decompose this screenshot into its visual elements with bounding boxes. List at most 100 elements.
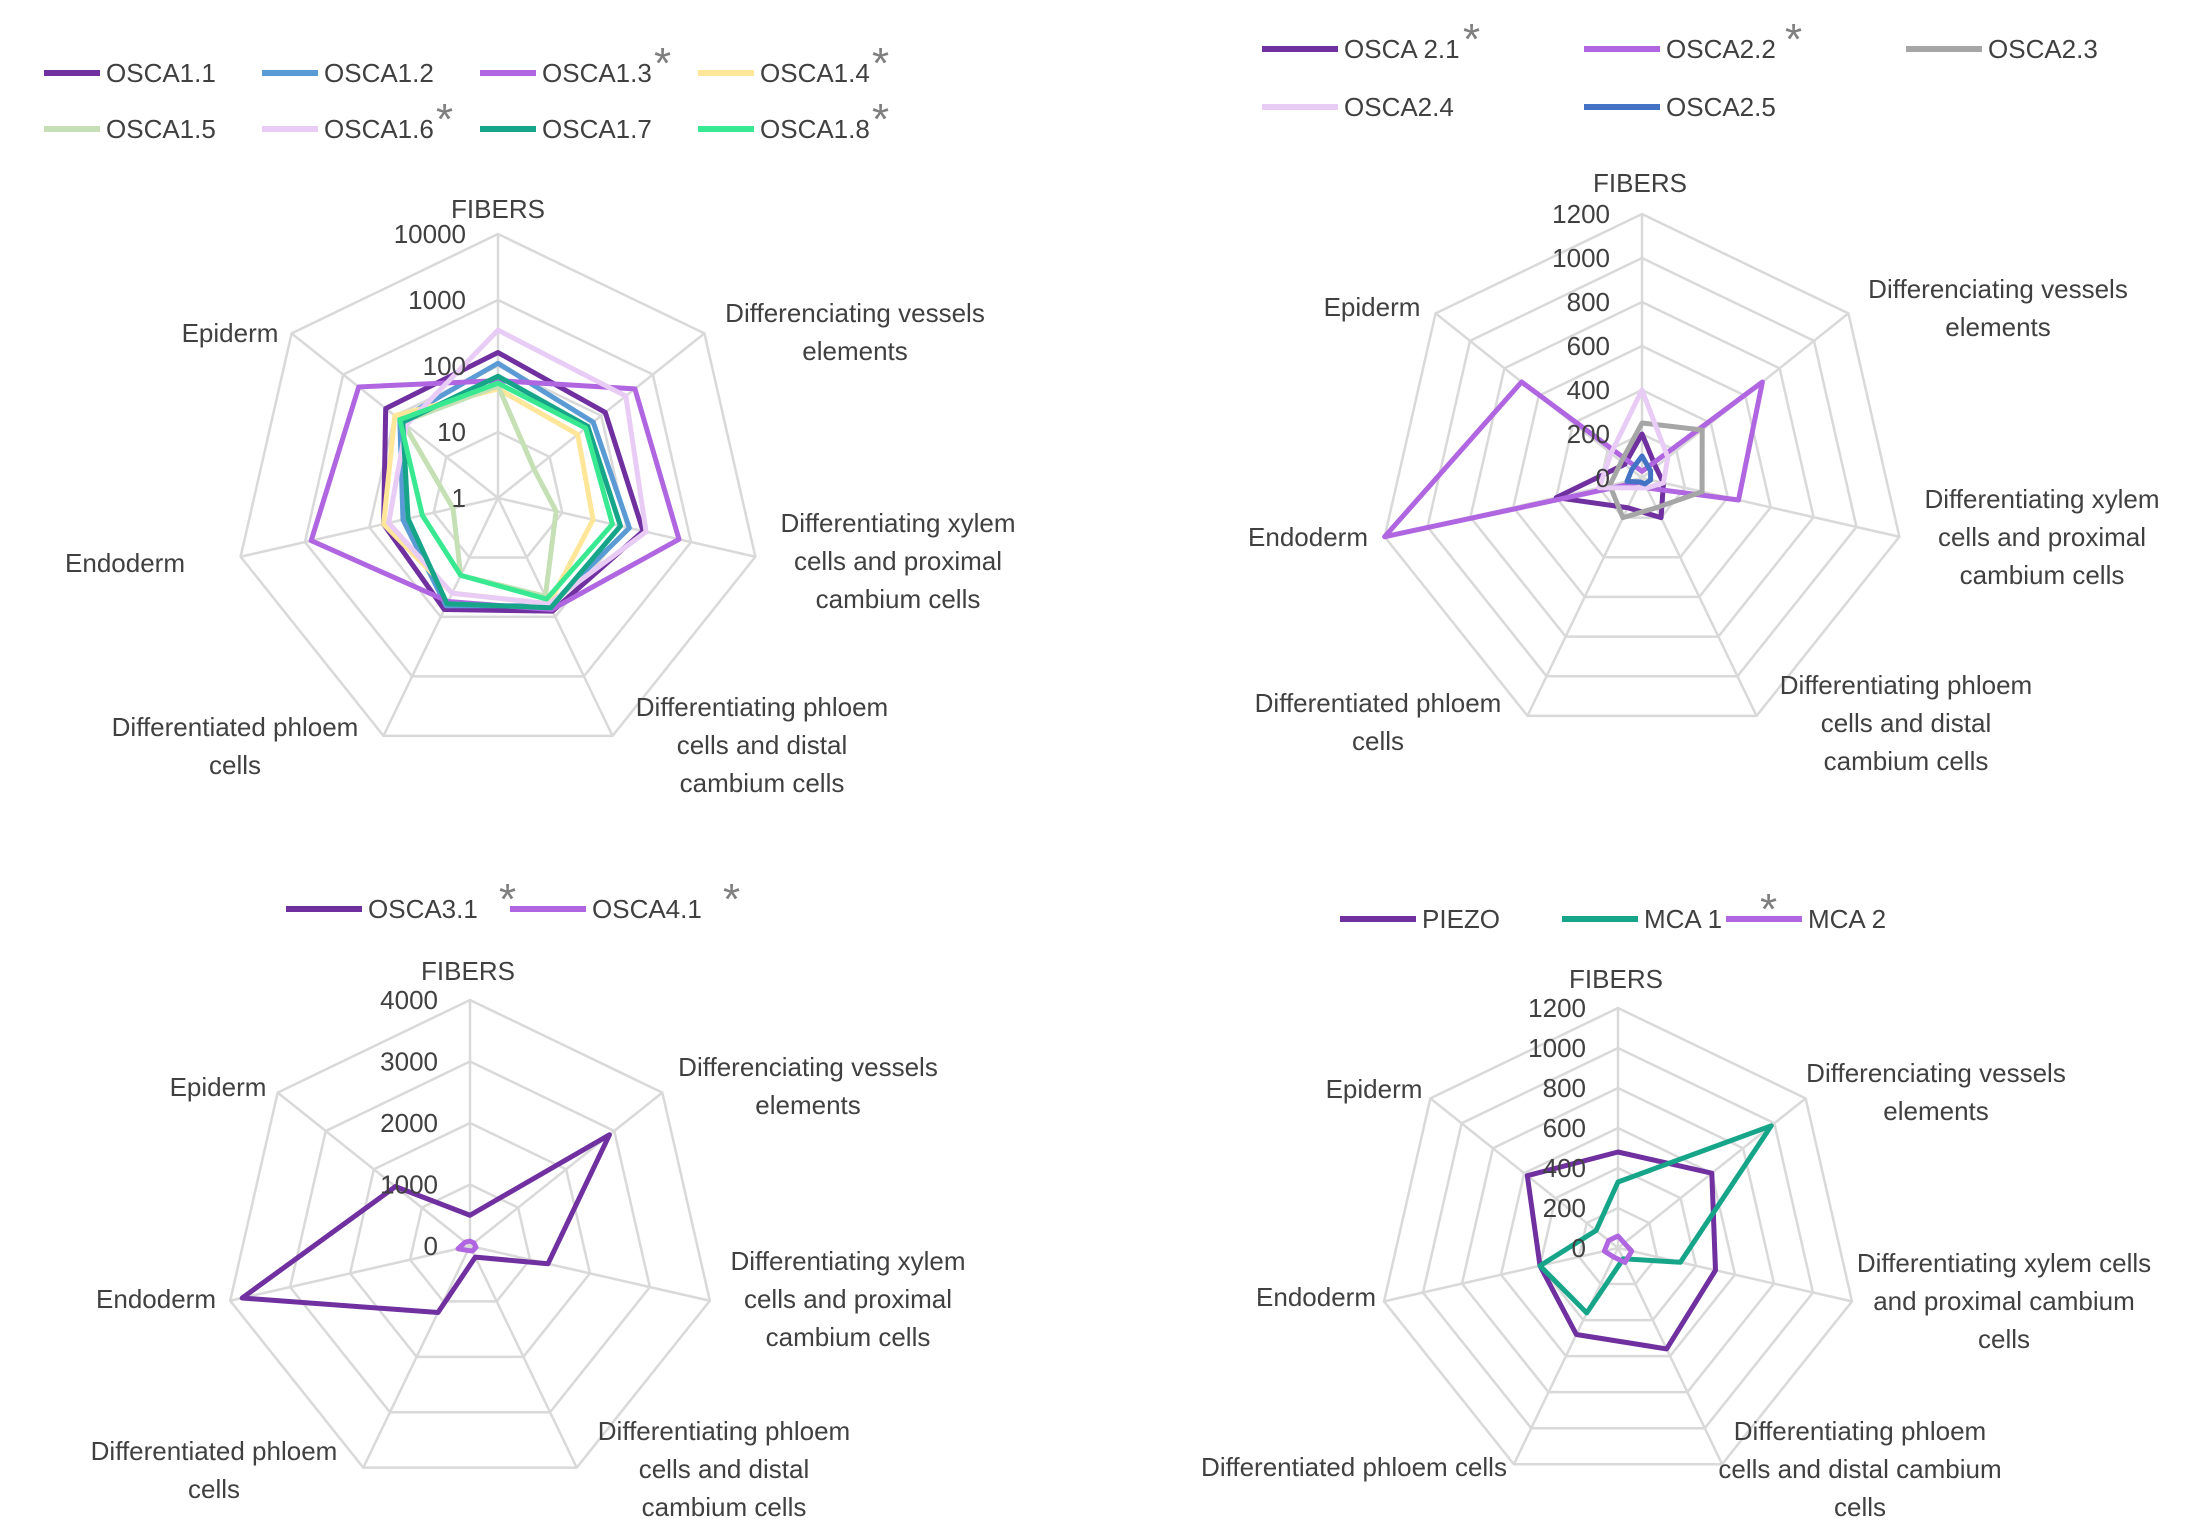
category-label: Endoderm <box>96 1284 216 1314</box>
legend-entry: OSCA1.1 <box>44 58 216 88</box>
legend-entry: OSCA 2.1 * <box>1262 15 1480 64</box>
tick-label: 0 <box>424 1231 438 1261</box>
grid-ring <box>288 1060 652 1414</box>
tick-label: 800 <box>1567 287 1610 317</box>
grid-ring <box>348 1121 592 1359</box>
grid-ring <box>228 998 712 1469</box>
category-label: FIBERS <box>451 194 545 224</box>
legend-label: OSCA2.5 <box>1666 92 1776 122</box>
axis-spoke <box>1616 1247 1724 1465</box>
legend-label: PIEZO <box>1422 904 1500 934</box>
legend-entry: OSCA1.4 * <box>698 39 889 88</box>
series-osca3-1 <box>239 1132 612 1315</box>
category-label: Differentiating phloem cells and distal ca… <box>598 1416 850 1522</box>
tick-label: 2000 <box>380 1108 438 1138</box>
grid-ring <box>1538 1166 1698 1322</box>
legend-entry: OSCA4.1 * <box>510 875 740 924</box>
tick-label: 200 <box>1567 419 1610 449</box>
grid-ring <box>1469 300 1815 638</box>
series-osca2-2 <box>1382 379 1765 540</box>
category-label: Differenciating vessels elements <box>1806 1058 2066 1126</box>
grid-ring <box>1511 344 1773 599</box>
category-label: Differentiated phloem cells <box>112 712 359 780</box>
category-label: Endoderm <box>1256 1282 1376 1312</box>
tick-label: 800 <box>1543 1073 1586 1103</box>
legend-entry: OSCA1.2 <box>262 58 434 88</box>
grid-ring <box>1460 1086 1776 1394</box>
grid-ring <box>1383 212 1901 718</box>
tick-label: 100 <box>423 351 466 381</box>
grid-ring <box>1421 1046 1815 1430</box>
legend-label: OSCA1.8 <box>760 114 870 144</box>
category-label: Differentiating phloem cells and distal ca… <box>1780 670 2032 776</box>
axis-spoke <box>1383 1246 1619 1303</box>
significance-star: * <box>1785 15 1802 64</box>
tick-label: 1000 <box>380 1170 438 1200</box>
grid-ring <box>1577 1206 1659 1286</box>
tick-label: 400 <box>1543 1153 1586 1183</box>
axis-spoke <box>1512 1247 1620 1465</box>
tick-label: 0 <box>1572 1233 1586 1263</box>
grid-ring <box>1597 432 1687 519</box>
tick-label: 1200 <box>1528 993 1586 1023</box>
legend-label: OSCA1.2 <box>324 58 434 88</box>
significance-star: * <box>499 875 516 924</box>
grid-ring <box>239 232 757 738</box>
axis-spoke <box>1641 476 1900 538</box>
series-osca2-5 <box>1624 453 1654 487</box>
legend-label: OSCA1.6 <box>324 114 434 144</box>
legend-entry: MCA 1 * <box>1562 885 1777 934</box>
category-label: Differentiated phloem cells <box>91 1436 338 1504</box>
legend-entry: OSCA2.2 * <box>1584 15 1802 64</box>
tick-label: 600 <box>1543 1113 1586 1143</box>
category-label: Differenciating vessels elements <box>725 298 985 366</box>
tick-label: 600 <box>1567 331 1610 361</box>
tick-label: 1 <box>452 483 466 513</box>
tick-label: 200 <box>1543 1193 1586 1223</box>
legend-label: OSCA1.3 <box>542 58 652 88</box>
category-label: Differentiating xylem cells and proximal c… <box>730 1246 965 1352</box>
legend-entry: PIEZO <box>1340 904 1500 934</box>
category-label: Differenciating vessels elements <box>1868 274 2128 342</box>
grid-ring <box>408 1183 532 1303</box>
tick-label: 4000 <box>380 985 438 1015</box>
tick-label: 1000 <box>1552 243 1610 273</box>
category-label: FIBERS <box>1593 168 1687 198</box>
category-label: Epiderm <box>1324 292 1421 322</box>
legend-label: OSCA1.7 <box>542 114 652 144</box>
legend-label: OSCA3.1 <box>368 894 478 924</box>
category-label: Differentiated phloem cells <box>1201 1452 1507 1482</box>
category-label: Epiderm <box>182 318 279 348</box>
series-osca1-8 <box>397 380 615 602</box>
category-label: Endoderm <box>1248 522 1368 552</box>
tick-label: 1200 <box>1552 199 1610 229</box>
tick-label: 0 <box>1596 463 1610 493</box>
axis-spoke <box>469 1091 664 1247</box>
category-label: Differenciating vessels elements <box>678 1052 938 1120</box>
category-label: Differentiating phloem cells and distal ca… <box>636 692 888 798</box>
legend-label: MCA 2 <box>1808 904 1886 934</box>
category-label: Differentiating xylem cells and proximal c… <box>780 508 1015 614</box>
axis-spoke <box>1429 1097 1619 1249</box>
series-piezo <box>1524 1149 1718 1352</box>
legend-entry: OSCA1.5 <box>44 114 216 144</box>
tick-label: 1000 <box>1528 1033 1586 1063</box>
axis-spoke <box>382 497 500 737</box>
legend-label: MCA 1 <box>1644 904 1722 934</box>
legend-label: OSCA 2.1 <box>1344 34 1460 64</box>
legend-entry: OSCA2.5 <box>1584 92 1776 122</box>
legend-label: OSCA4.1 <box>592 894 702 924</box>
tick-label: 1000 <box>408 285 466 315</box>
grid-ring <box>303 298 693 678</box>
category-label: Differentiating xylem cells and proximal c… <box>1924 484 2159 590</box>
grid-ring <box>432 430 564 559</box>
category-label: Epiderm <box>1326 1074 1423 1104</box>
significance-star: * <box>872 95 889 144</box>
series-osca1-1 <box>381 350 646 614</box>
legend-label: OSCA2.4 <box>1344 92 1454 122</box>
legend-entry: OSCA1.7 <box>480 114 652 144</box>
